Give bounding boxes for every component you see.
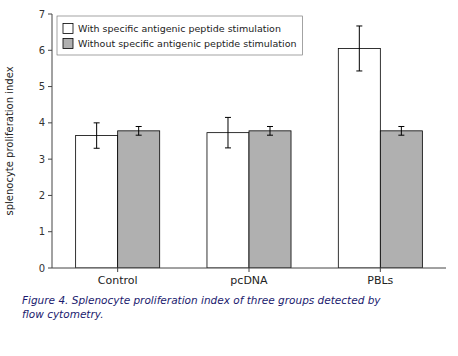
error-cap: [267, 126, 273, 127]
y-tick-label: 3: [39, 154, 45, 165]
y-tick: [48, 195, 52, 196]
error-cap: [136, 126, 142, 127]
x-tick-label: PBLs: [367, 274, 393, 287]
x-tick: [249, 268, 250, 272]
error-bar: [136, 126, 142, 135]
bars: [76, 26, 423, 268]
error-line: [270, 126, 271, 135]
legend-frame: [57, 16, 302, 55]
y-tick: [48, 14, 52, 15]
error-bar: [94, 123, 100, 148]
error-bar: [356, 26, 362, 71]
error-cap: [225, 117, 231, 118]
y-axis-line: [52, 14, 53, 268]
error-bar: [225, 117, 231, 147]
y-tick-label: 2: [39, 190, 45, 201]
bar: [118, 131, 160, 268]
y-tick: [48, 268, 52, 269]
y-tick: [48, 86, 52, 87]
bar: [338, 48, 380, 268]
error-cap: [356, 25, 362, 26]
error-line: [227, 117, 228, 147]
bar: [249, 131, 291, 268]
caption: Figure 4. Splenocyte proliferation index…: [22, 294, 381, 320]
legend: With specific antigenic peptide stimulat…: [57, 16, 302, 55]
caption-line: Figure 4. Splenocyte proliferation index…: [22, 294, 381, 306]
y-tick-label: 1: [39, 226, 45, 237]
chart: 0 1 2 3 4 5 6 7 splenocyte proliferation index Co…: [0, 0, 458, 356]
error-cap: [136, 135, 142, 136]
caption-line: flow cytometry.: [22, 308, 104, 320]
error-line: [96, 123, 97, 148]
y-axis-label: splenocyte proliferation index: [4, 66, 15, 215]
y-axis: 0 1 2 3 4 5 6 7: [39, 9, 52, 274]
error-line: [359, 26, 360, 71]
error-cap: [94, 122, 100, 123]
legend-label: With specific antigenic peptide stimulat…: [78, 23, 281, 34]
error-bar: [267, 126, 273, 135]
y-tick-label: 6: [39, 45, 45, 56]
error-bar: [398, 126, 404, 135]
y-tick: [48, 159, 52, 160]
error-cap: [267, 135, 273, 136]
y-tick-label: 5: [39, 81, 45, 92]
error-cap: [356, 70, 362, 71]
y-tick-label: 4: [39, 117, 45, 128]
y-tick: [48, 50, 52, 51]
x-tick-label: pcDNA: [230, 274, 268, 287]
y-tick-label: 0: [39, 263, 45, 274]
legend-label: Without specific antigenic peptide stimu…: [78, 38, 296, 49]
y-tick: [48, 122, 52, 123]
y-tick: [48, 231, 52, 232]
error-line: [138, 126, 139, 135]
legend-swatch: [63, 24, 73, 34]
legend-swatch: [63, 39, 73, 49]
error-cap: [398, 135, 404, 136]
y-tick-label: 7: [39, 9, 45, 20]
error-cap: [398, 126, 404, 127]
x-axis: Control pcDNA PBLs: [52, 268, 446, 287]
x-tick: [380, 268, 381, 272]
x-tick-label: Control: [98, 274, 138, 287]
bar: [207, 133, 249, 268]
bar: [380, 131, 422, 268]
error-cap: [94, 148, 100, 149]
bar: [76, 136, 118, 268]
error-line: [401, 126, 402, 135]
error-cap: [225, 147, 231, 148]
x-tick: [117, 268, 118, 272]
